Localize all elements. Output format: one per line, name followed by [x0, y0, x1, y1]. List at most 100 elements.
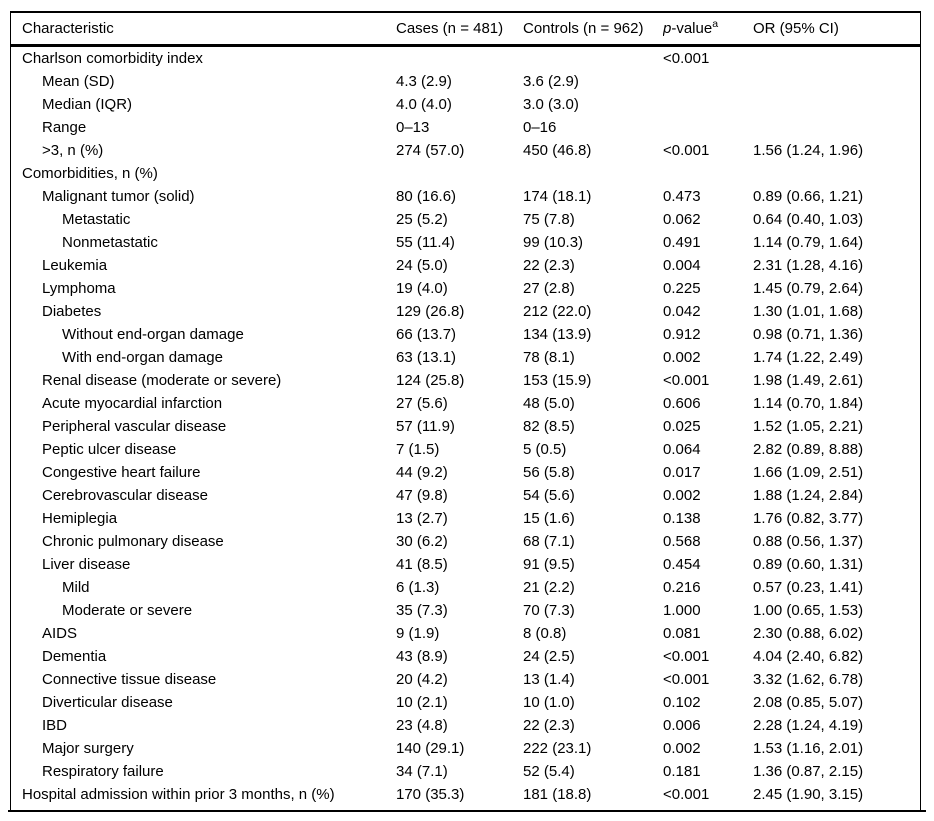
cell-p-value: <0.001 — [663, 142, 710, 159]
cell-or-ci: 1.56 (1.24, 1.96) — [753, 142, 864, 159]
cell-p-value: 0.002 — [663, 740, 701, 757]
table-row: Major surgery 140 (29.1) 222 (23.1) 0.002 1.… — [11, 737, 920, 760]
cell-cases: 66 (13.7) — [396, 326, 457, 343]
table-row: Malignant tumor (solid) 80 (16.6) 174 (18.… — [11, 185, 920, 208]
cell-or-ci: 1.74 (1.22, 2.49) — [753, 349, 864, 366]
cell-p-value: 0.002 — [663, 487, 701, 504]
cell-cases: 19 (4.0) — [396, 280, 448, 297]
cell-or-ci: 1.53 (1.16, 2.01) — [753, 740, 864, 757]
cell-or-ci — [753, 46, 920, 71]
cell-or-ci: 0.64 (0.40, 1.03) — [753, 211, 864, 228]
cell-cases: 35 (7.3) — [396, 602, 448, 619]
cell-characteristic: Moderate or severe — [62, 602, 193, 619]
cell-cases: 6 (1.3) — [396, 579, 440, 596]
cell-p-value: 0.102 — [663, 694, 701, 711]
cell-or-ci — [753, 162, 920, 185]
cell-or-ci — [753, 93, 920, 116]
table-row: Moderate or severe 35 (7.3) 70 (7.3) 1.000 1… — [11, 599, 920, 622]
cell-p-value: 0.081 — [663, 625, 701, 642]
cell-p-value: 0.062 — [663, 211, 701, 228]
cell-p-value: 0.912 — [663, 326, 701, 343]
cell-cases: 4.3 (2.9) — [396, 73, 452, 90]
cell-or-ci: 0.98 (0.71, 1.36) — [753, 326, 864, 343]
cell-cases: 124 (25.8) — [396, 372, 465, 389]
cell-cases: 43 (8.9) — [396, 648, 448, 665]
cell-or-ci: 4.04 (2.40, 6.82) — [753, 648, 864, 665]
cell-p-value: 0.006 — [663, 717, 701, 734]
header-row: Characteristic Cases (n = 481) Controls … — [11, 13, 920, 47]
cell-controls: 75 (7.8) — [523, 211, 575, 228]
table-row: Diverticular disease 10 (2.1) 10 (1.0) 0.10… — [11, 691, 920, 714]
cell-characteristic: Renal disease (moderate or severe) — [42, 372, 282, 389]
p-value-italic: p — [663, 20, 672, 37]
cell-characteristic: IBD — [42, 717, 68, 734]
cell-p-value: 0.181 — [663, 763, 701, 780]
cell-characteristic: Lymphoma — [42, 280, 116, 297]
table-body: Charlson comorbidity index <0.001 Mean (SD… — [11, 46, 920, 807]
cell-characteristic: Range — [42, 119, 87, 136]
cell-or-ci — [753, 116, 920, 139]
table-row: Renal disease (moderate or severe) 124 (2… — [11, 369, 920, 392]
cell-controls: 70 (7.3) — [523, 602, 575, 619]
cell-controls: 8 (0.8) — [523, 625, 567, 642]
table-row: Lymphoma 19 (4.0) 27 (2.8) 0.225 1.45 (0.79,… — [11, 277, 920, 300]
cell-cases: 41 (8.5) — [396, 556, 448, 573]
cell-p-value: 0.002 — [663, 349, 701, 366]
header-p-value: p-valuea — [663, 13, 753, 47]
cell-cases: 57 (11.9) — [396, 418, 455, 435]
cell-characteristic: Mild — [62, 579, 90, 596]
cell-characteristic: Acute myocardial infarction — [42, 395, 223, 412]
cell-cases: 24 (5.0) — [396, 257, 448, 274]
cell-or-ci: 1.00 (0.65, 1.53) — [753, 602, 864, 619]
cell-or-ci: 2.45 (1.90, 3.15) — [753, 786, 864, 803]
table-row: Nonmetastatic 55 (11.4) 99 (10.3) 0.491 1.14… — [11, 231, 920, 254]
cell-cases: 44 (9.2) — [396, 464, 448, 481]
cell-characteristic: Connective tissue disease — [42, 671, 217, 688]
cell-controls: 153 (15.9) — [523, 372, 592, 389]
table-row: Liver disease 41 (8.5) 91 (9.5) 0.454 0.89 (… — [11, 553, 920, 576]
cell-characteristic: Metastatic — [62, 211, 131, 228]
cell-characteristic: Hospital admission within prior 3 months… — [22, 786, 335, 803]
cell-controls: 24 (2.5) — [523, 648, 575, 665]
cell-characteristic: Without end-organ damage — [62, 326, 244, 343]
cell-cases: 55 (11.4) — [396, 234, 455, 251]
cell-cases: 274 (57.0) — [396, 142, 465, 159]
cell-or-ci: 0.88 (0.56, 1.37) — [753, 533, 864, 550]
cell-characteristic: Charlson comorbidity index — [22, 50, 203, 67]
cell-controls: 3.0 (3.0) — [523, 96, 579, 113]
cell-cases: 34 (7.1) — [396, 763, 448, 780]
cell-p-value: 0.004 — [663, 257, 701, 274]
cell-characteristic: Nonmetastatic — [62, 234, 158, 251]
cell-controls: 48 (5.0) — [523, 395, 575, 412]
cell-cases: 30 (6.2) — [396, 533, 448, 550]
cell-characteristic: Diverticular disease — [42, 694, 173, 711]
cell-controls: 10 (1.0) — [523, 694, 575, 711]
cell-or-ci: 1.98 (1.49, 2.61) — [753, 372, 864, 389]
cell-p-value: 1.000 — [663, 602, 701, 619]
header-or-ci: OR (95% CI) — [753, 13, 920, 47]
cell-cases: 27 (5.6) — [396, 395, 448, 412]
table-row: Congestive heart failure 44 (9.2) 56 (5.8)… — [11, 461, 920, 484]
cell-controls — [523, 162, 663, 185]
cell-controls: 5 (0.5) — [523, 441, 567, 458]
comorbidity-table: Characteristic Cases (n = 481) Controls … — [10, 11, 921, 810]
cell-or-ci: 1.14 (0.70, 1.84) — [753, 395, 864, 412]
cell-or-ci: 1.36 (0.87, 2.15) — [753, 763, 864, 780]
cell-controls: 54 (5.6) — [523, 487, 575, 504]
cell-p-value: 0.225 — [663, 280, 701, 297]
cell-or-ci: 2.82 (0.89, 8.88) — [753, 441, 864, 458]
table-row: Median (IQR) 4.0 (4.0) 3.0 (3.0) — [11, 93, 920, 116]
cell-cases: 13 (2.7) — [396, 510, 448, 527]
cell-controls: 13 (1.4) — [523, 671, 575, 688]
cell-characteristic: Chronic pulmonary disease — [42, 533, 224, 550]
cell-p-value: 0.491 — [663, 234, 701, 251]
table-row: Connective tissue disease 20 (4.2) 13 (1.4… — [11, 668, 920, 691]
cell-characteristic: Malignant tumor (solid) — [42, 188, 195, 205]
cell-controls: 99 (10.3) — [523, 234, 584, 251]
cell-p-value: 0.473 — [663, 188, 701, 205]
cell-controls: 222 (23.1) — [523, 740, 592, 757]
table-row: Diabetes 129 (26.8) 212 (22.0) 0.042 1.30 (1… — [11, 300, 920, 323]
cell-or-ci: 3.32 (1.62, 6.78) — [753, 671, 864, 688]
cell-characteristic: Mean (SD) — [42, 73, 115, 90]
